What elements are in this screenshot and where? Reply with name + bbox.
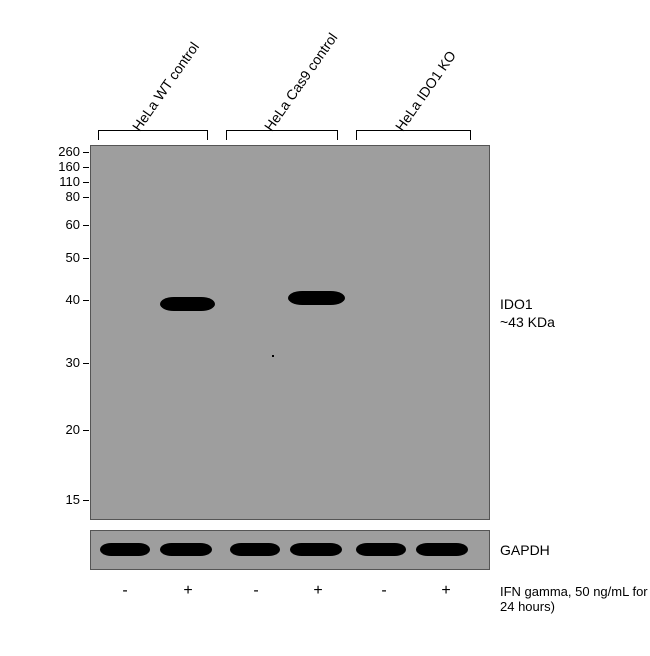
sample-label: HeLa IDO1 KO	[392, 48, 459, 134]
mw-tick	[83, 300, 89, 301]
blot-speck	[272, 355, 274, 357]
mw-label: 15	[50, 492, 80, 507]
mw-label: 40	[50, 292, 80, 307]
mw-tick	[83, 363, 89, 364]
mw-tick	[83, 225, 89, 226]
treatment-mark: -	[246, 582, 266, 600]
treatment-label: IFN gamma, 50 ng/mL for 24 hours)	[500, 584, 650, 614]
target-mw-label: ~43 KDa	[500, 314, 555, 330]
mw-label: 260	[50, 144, 80, 159]
mw-tick	[83, 500, 89, 501]
gapdh-band	[160, 543, 212, 556]
treatment-mark: +	[178, 582, 198, 600]
sample-label: HeLa Cas9 control	[261, 30, 341, 134]
gapdh-band	[290, 543, 342, 556]
treatment-mark: +	[436, 582, 456, 600]
mw-tick	[83, 258, 89, 259]
mw-label: 110	[50, 174, 80, 189]
ido1-band	[160, 297, 215, 311]
mw-label: 160	[50, 159, 80, 174]
mw-tick	[83, 182, 89, 183]
mw-tick	[83, 197, 89, 198]
gapdh-band	[230, 543, 280, 556]
sample-bracket	[226, 130, 338, 140]
mw-tick	[83, 167, 89, 168]
mw-label: 60	[50, 217, 80, 232]
sample-bracket	[356, 130, 471, 140]
mw-label: 30	[50, 355, 80, 370]
mw-label: 50	[50, 250, 80, 265]
target-label: IDO1	[500, 296, 533, 312]
mw-tick	[83, 152, 89, 153]
gapdh-band	[416, 543, 468, 556]
sample-bracket	[98, 130, 208, 140]
treatment-mark: +	[308, 582, 328, 600]
gapdh-band	[356, 543, 406, 556]
loading-control-label: GAPDH	[500, 542, 550, 558]
mw-label: 80	[50, 189, 80, 204]
blot-main	[90, 145, 490, 520]
ido1-band	[288, 291, 345, 305]
treatment-mark: -	[115, 582, 135, 600]
gapdh-band	[100, 543, 150, 556]
sample-label: HeLa WT control	[129, 39, 202, 134]
figure-container: HeLa WT control HeLa Cas9 control HeLa IDO…	[0, 0, 650, 656]
mw-tick	[83, 430, 89, 431]
treatment-mark: -	[374, 582, 394, 600]
mw-label: 20	[50, 422, 80, 437]
